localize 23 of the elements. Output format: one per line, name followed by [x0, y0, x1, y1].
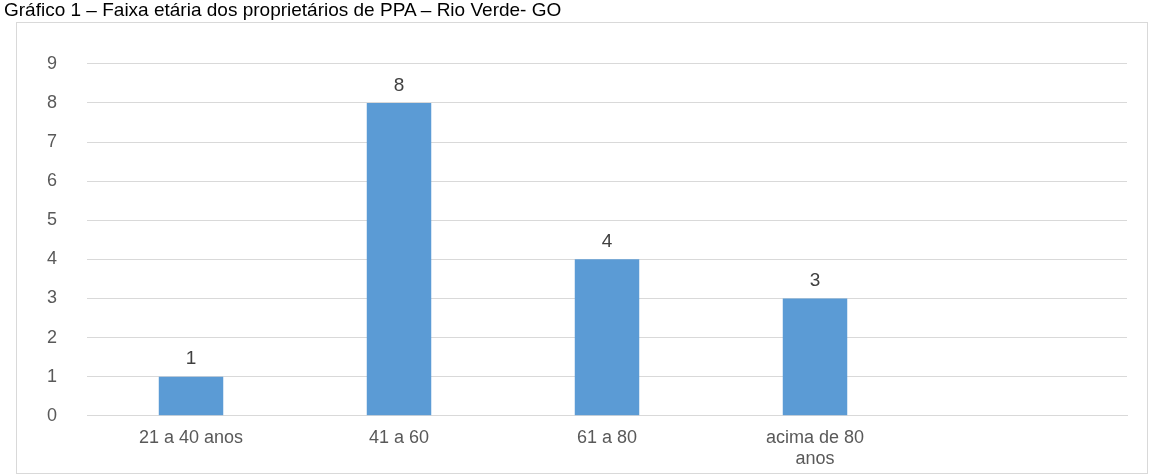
- data-label: 1: [185, 347, 197, 369]
- y-tick-label: 8: [47, 91, 58, 112]
- y-tick-label: 5: [47, 209, 58, 230]
- bar: [782, 298, 848, 416]
- y-tick-label: 1: [47, 365, 58, 386]
- bar: [158, 376, 224, 416]
- data-label: 4: [601, 230, 613, 252]
- chart-title: Gráfico 1 – Faixa etária dos proprietários de PPA – Rio Verde- GO: [3, 0, 563, 22]
- x-tick-label: 41 a 60: [368, 426, 430, 447]
- x-tick-label: acima de 80 anos: [765, 426, 865, 469]
- bar: [574, 259, 640, 416]
- y-tick-label: 6: [47, 170, 58, 191]
- y-tick-label: 9: [47, 52, 58, 73]
- data-label: 8: [393, 73, 405, 95]
- x-tick-label: 21 a 40 anos: [138, 426, 244, 447]
- data-label: 3: [809, 269, 821, 291]
- y-tick-label: 3: [47, 287, 58, 308]
- y-tick-label: 7: [47, 130, 58, 151]
- bar: [366, 102, 432, 416]
- x-tick-label: 61 a 80: [576, 426, 638, 447]
- y-tick-label: 0: [47, 404, 58, 425]
- y-tick-label: 2: [47, 326, 58, 347]
- y-tick-label: 4: [47, 248, 58, 269]
